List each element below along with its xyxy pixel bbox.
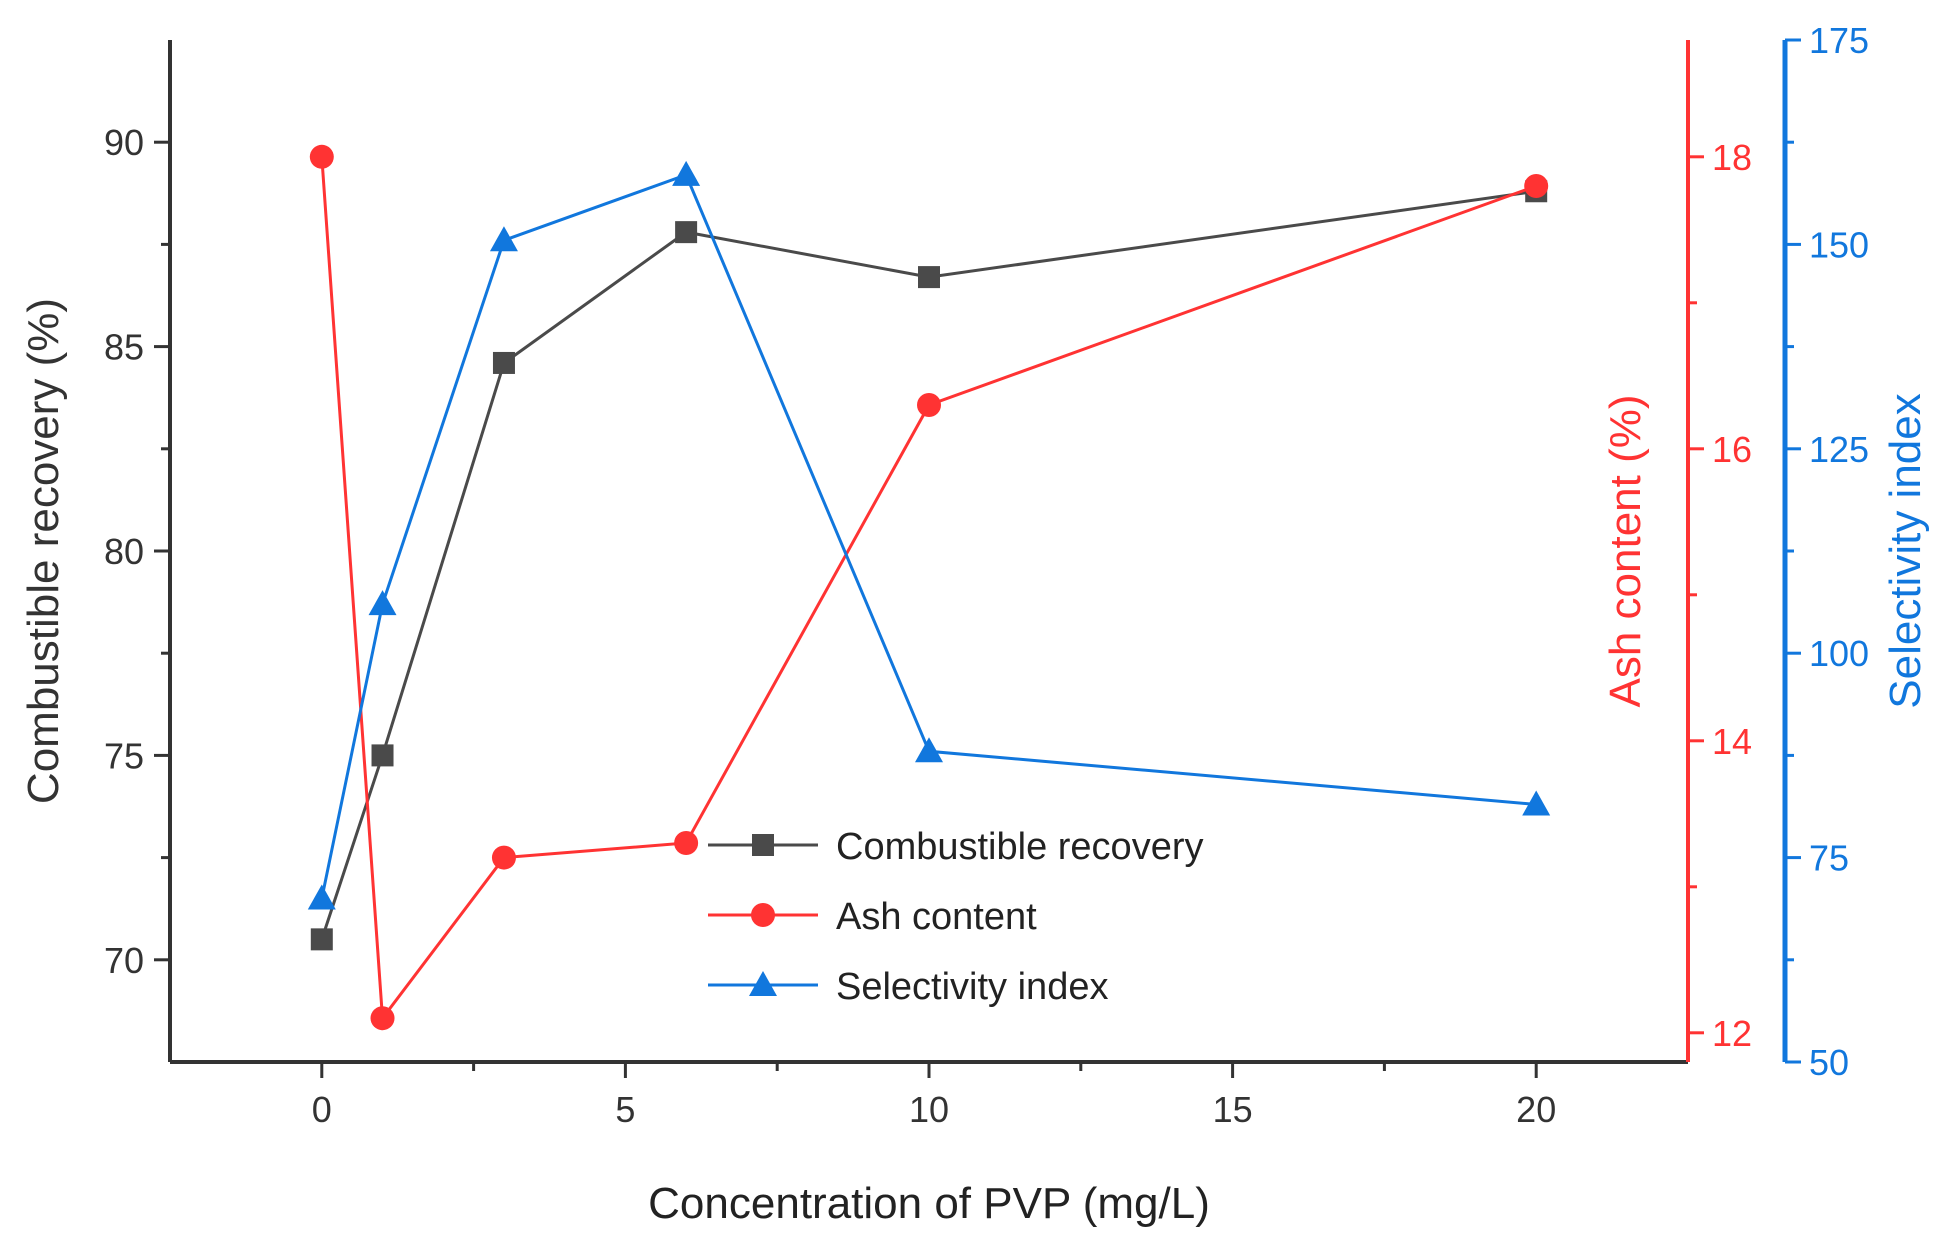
legend-label-selectivity: Selectivity index	[836, 966, 1108, 1008]
right2-tick-label-125: 125	[1809, 429, 1869, 470]
legend-marker-selectivity	[749, 971, 777, 996]
point-ash-content-0	[309, 144, 334, 169]
series-line-selectivity-index	[320, 173, 1537, 899]
point-ash-content-3	[491, 845, 516, 870]
x-tick-label-0: 0	[312, 1089, 332, 1130]
right2-tick-label-50: 50	[1809, 1042, 1849, 1083]
x-tick-label-15: 15	[1213, 1089, 1253, 1130]
left-axis-title: Combustible recovery (%)	[19, 298, 68, 804]
point-ash-content-10	[917, 393, 941, 417]
x-tick-label-20: 20	[1516, 1089, 1556, 1130]
left-tick-label-80: 80	[104, 531, 144, 572]
legend-label-combustible: Combustible recovery	[836, 826, 1203, 868]
x-axis-title: Concentration of PVP (mg/L)	[648, 1179, 1210, 1228]
point-selectivity-index-0	[307, 884, 336, 910]
left-tick-label-75: 75	[104, 735, 144, 776]
point-combustible-recovery-1	[371, 744, 394, 767]
right2-tick-label-175: 175	[1809, 20, 1869, 61]
x-tick-label-5: 5	[615, 1089, 635, 1130]
left-tick-label-85: 85	[104, 327, 144, 368]
legend: Combustible recovery Ash content Selecti…	[708, 826, 1203, 1008]
point-selectivity-index-10	[915, 737, 943, 763]
point-combustible-recovery-0	[310, 928, 333, 951]
legend-label-ash: Ash content	[836, 896, 1037, 938]
series-layer	[307, 144, 1551, 1031]
legend-marker-ash	[751, 903, 775, 927]
point-selectivity-index-20	[1522, 790, 1551, 816]
point-ash-content-1	[370, 1006, 395, 1031]
point-combustible-recovery-10	[918, 266, 940, 289]
right1-tick-label-12: 12	[1712, 1013, 1752, 1054]
point-combustible-recovery-3	[492, 351, 515, 374]
right2-tick-label-150: 150	[1809, 224, 1869, 265]
point-selectivity-index-1	[368, 590, 397, 616]
right2-tick-label-100: 100	[1809, 633, 1869, 674]
right2-tick-label-75: 75	[1809, 838, 1849, 879]
right1-tick-label-18: 18	[1712, 137, 1752, 178]
series-line-ash-content	[320, 156, 1537, 1023]
right1-tick-label-14: 14	[1712, 721, 1752, 762]
left-tick-label-90: 90	[104, 122, 144, 163]
left-tick-label-70: 70	[104, 940, 144, 981]
point-selectivity-index-6	[672, 160, 701, 186]
legend-marker-combustible	[752, 834, 774, 856]
ash-axis-title: Ash content (%)	[1601, 394, 1650, 707]
right1-tick-label-16: 16	[1712, 429, 1752, 470]
point-combustible-recovery-6	[675, 221, 698, 244]
axes-layer: 0 5 10 15 20 70 75 80 85 90 12 14 16 18 50 75 100 125 150 1…	[104, 20, 1869, 1130]
point-selectivity-index-3	[489, 226, 518, 252]
point-ash-content-20	[1524, 174, 1549, 198]
x-tick-label-10: 10	[909, 1089, 949, 1130]
selectivity-axis-title: Selectivity index	[1881, 393, 1930, 708]
series-line-combustible-recovery	[320, 189, 1537, 940]
point-ash-content-6	[674, 831, 699, 855]
